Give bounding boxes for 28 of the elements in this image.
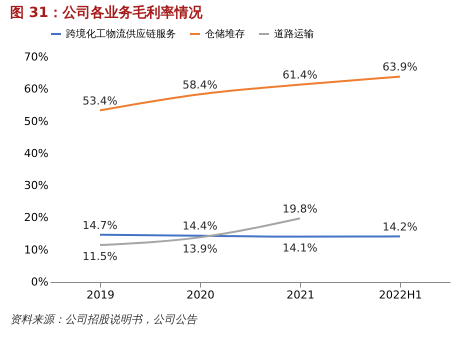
y-tick-label: 30% <box>24 179 48 192</box>
legend-label: 跨境化工物流供应链服务 <box>66 28 176 40</box>
data-label: 14.7% <box>82 218 118 232</box>
legend-label: 仓储堆存 <box>205 28 245 40</box>
x-tick-label: 2021 <box>286 288 314 302</box>
x-tick-label: 2020 <box>186 288 214 302</box>
data-label: 13.9% <box>182 242 218 256</box>
y-tick-label: 0% <box>31 276 48 288</box>
data-label: 14.4% <box>182 220 218 233</box>
y-tick-label: 50% <box>24 114 48 128</box>
y-tick-label: 10% <box>24 243 48 256</box>
data-label: 63.9% <box>382 60 418 74</box>
y-tick-label: 40% <box>24 146 48 160</box>
data-label: 53.4% <box>82 94 118 108</box>
data-label: 14.2% <box>382 220 418 234</box>
data-label: 61.4% <box>282 68 318 82</box>
y-tick-label: 20% <box>24 211 48 224</box>
chart-title: 图 31：公司各业务毛利率情况 <box>10 4 204 21</box>
data-label: 19.8% <box>282 202 318 216</box>
data-label: 14.1% <box>282 242 318 255</box>
y-tick-label: 70% <box>24 50 48 64</box>
data-label: 11.5% <box>82 250 118 264</box>
y-tick-label: 60% <box>24 82 48 96</box>
legend-label: 道路运输 <box>274 28 314 40</box>
data-label: 58.4% <box>182 78 218 92</box>
x-tick-label: 2022H1 <box>378 288 422 302</box>
text: 资料来源：公司招股说明书，公司公告 <box>10 313 198 326</box>
x-tick-label: 2019 <box>86 288 114 302</box>
